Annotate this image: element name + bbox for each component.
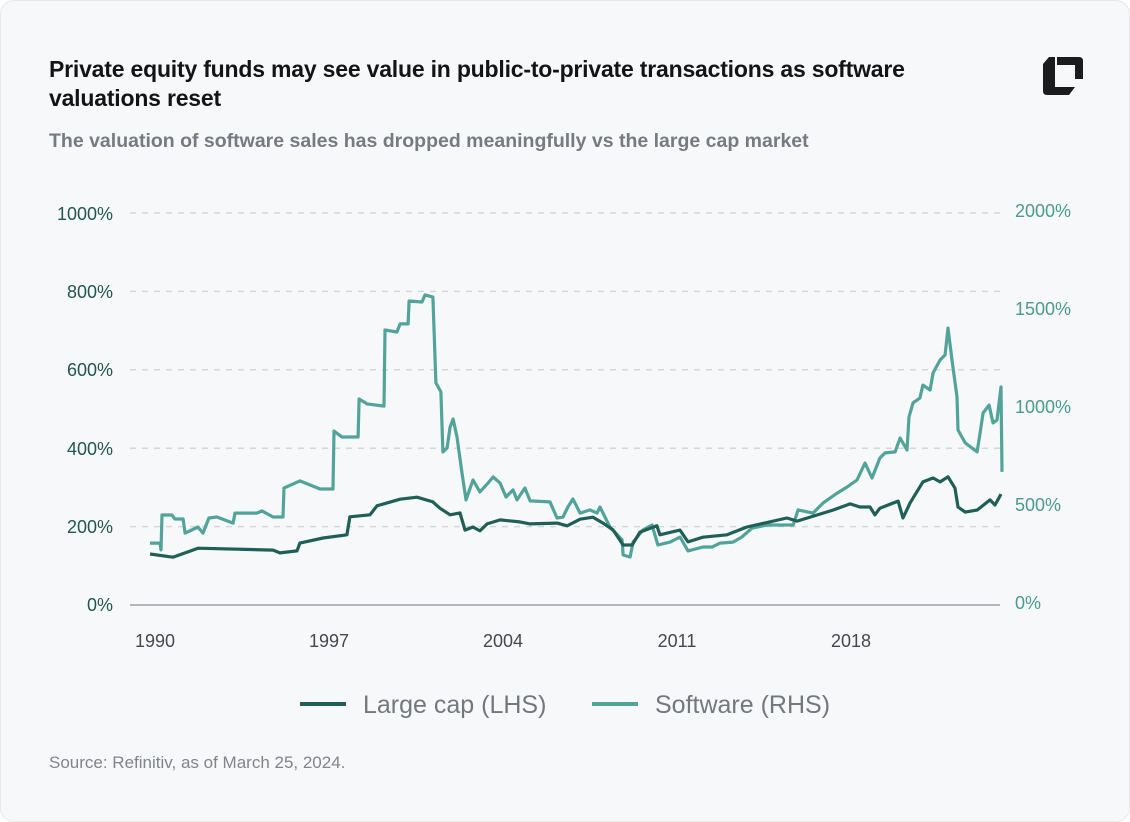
- legend: Large cap (LHS) Software (RHS): [300, 691, 830, 719]
- left-tick-label: 400%: [67, 439, 113, 459]
- left-tick-label: 600%: [67, 360, 113, 380]
- legend-label-large-cap: Large cap (LHS): [363, 691, 546, 719]
- left-tick-label: 800%: [67, 282, 113, 302]
- series-line-large-cap: [149, 475, 1003, 559]
- legend-label-software: Software (RHS): [655, 691, 830, 719]
- series-line-software: [150, 293, 1004, 559]
- chart-title: Private equity funds may see value in pu…: [49, 56, 905, 111]
- right-tick-label: 500%: [1015, 495, 1061, 515]
- left-axis-ticks: 0% 200% 400% 600% 800% 1000%: [57, 204, 113, 615]
- left-tick-label: 0%: [87, 595, 113, 615]
- x-axis-ticks: 1990 1997 2004 2011 2018: [135, 631, 871, 651]
- left-tick-label: 1000%: [57, 204, 113, 224]
- right-tick-label: 0%: [1015, 593, 1041, 613]
- x-tick-label: 1997: [309, 631, 349, 651]
- brand-logo-icon: [1043, 57, 1083, 95]
- x-tick-label: 2004: [483, 631, 523, 651]
- chart-subtitle: The valuation of software sales has drop…: [49, 130, 809, 152]
- right-tick-label: 1000%: [1015, 397, 1071, 417]
- x-tick-label: 2011: [658, 631, 697, 651]
- gridlines: [130, 212, 1000, 528]
- x-tick-label: 2018: [831, 631, 871, 651]
- x-tick-label: 1990: [135, 631, 175, 651]
- right-tick-label: 1500%: [1015, 299, 1071, 319]
- right-axis-ticks: 0% 500% 1000% 1500% 2000%: [1015, 201, 1071, 613]
- left-tick-label: 200%: [67, 517, 113, 537]
- source-note: Source: Refinitiv, as of March 25, 2024.: [49, 753, 346, 772]
- right-tick-label: 2000%: [1015, 201, 1071, 221]
